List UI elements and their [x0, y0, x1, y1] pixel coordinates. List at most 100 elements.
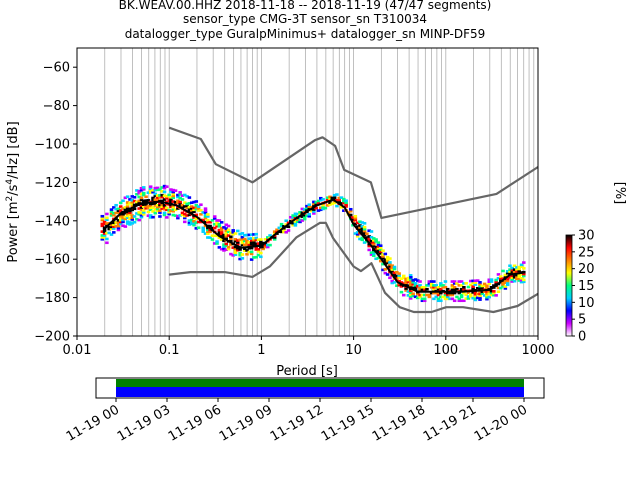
density-cell	[151, 189, 155, 192]
x-tick-label: 1	[257, 343, 265, 358]
density-cell	[222, 249, 226, 252]
density-cell	[325, 204, 330, 207]
density-cell	[105, 212, 109, 216]
density-cell	[395, 270, 399, 274]
density-cell	[208, 230, 212, 234]
density-cell	[279, 226, 284, 230]
density-cell	[135, 202, 139, 206]
density-cell	[130, 202, 135, 206]
density-cell	[464, 293, 468, 297]
density-cell	[167, 208, 171, 212]
density-cell	[242, 243, 247, 247]
density-cell	[201, 226, 205, 230]
density-cell	[381, 268, 385, 272]
density-cell	[176, 193, 180, 197]
density-cell	[298, 212, 302, 216]
density-cell	[178, 202, 182, 206]
density-cell	[480, 284, 485, 288]
density-cell	[406, 290, 411, 293]
density-cell	[376, 256, 381, 260]
density-cell	[261, 247, 265, 251]
density-cell	[429, 282, 434, 285]
density-cell	[226, 224, 231, 228]
density-cell	[185, 206, 189, 210]
density-cell	[125, 201, 130, 204]
density-cell	[219, 238, 224, 241]
density-cell	[142, 211, 146, 214]
density-cell	[316, 199, 321, 203]
density-cell	[109, 227, 114, 231]
density-cell	[206, 218, 210, 222]
density-cell	[158, 205, 162, 209]
density-cell	[187, 205, 192, 209]
density-cell	[408, 297, 413, 300]
density-cell	[487, 280, 491, 283]
density-cell	[378, 248, 383, 251]
density-cell	[222, 235, 226, 239]
density-cell	[208, 228, 212, 232]
density-cell	[206, 230, 210, 234]
density-cell	[217, 232, 222, 236]
title-line-1: BK.WEAV.00.HHZ 2018-11-18 -- 2018-11-19 …	[118, 0, 492, 12]
x-axis: 0.01 0.1 1 10 100 1000	[63, 336, 555, 358]
density-cell	[404, 283, 408, 286]
density-cell	[215, 222, 219, 226]
density-cell	[162, 190, 167, 194]
density-cell	[515, 273, 519, 277]
density-cell	[130, 216, 135, 219]
density-cell	[353, 214, 358, 218]
density-cell	[512, 274, 517, 277]
density-cell	[427, 282, 432, 285]
density-cell	[240, 241, 245, 245]
density-cell	[240, 237, 245, 241]
density-cell	[439, 299, 443, 303]
density-cell	[153, 192, 158, 196]
density-cell	[319, 206, 323, 210]
density-cell	[365, 236, 369, 239]
density-cell	[226, 230, 231, 234]
density-cell	[427, 280, 432, 283]
density-cell	[485, 297, 489, 301]
density-cell	[312, 200, 316, 204]
density-cell	[462, 287, 466, 291]
density-cell	[515, 269, 519, 273]
density-cell	[229, 252, 233, 256]
density-cell	[413, 282, 418, 285]
density-cell	[494, 280, 498, 284]
density-cell	[353, 222, 358, 226]
density-cell	[116, 209, 121, 213]
density-cell	[408, 295, 413, 298]
density-cell	[249, 250, 254, 254]
density-cell	[100, 234, 105, 237]
density-cell	[247, 243, 252, 246]
density-cell	[231, 254, 235, 257]
density-cell	[473, 283, 478, 286]
density-cell	[155, 207, 160, 211]
density-cell	[203, 211, 208, 214]
density-cell	[176, 195, 180, 199]
density-cell	[160, 195, 164, 199]
density-cell	[229, 231, 233, 235]
density-cell	[259, 245, 263, 249]
density-cell	[480, 292, 485, 295]
density-cell	[224, 234, 229, 238]
density-cell	[445, 287, 450, 291]
density-cell	[422, 299, 427, 303]
density-cell	[302, 213, 307, 217]
density-cell	[335, 204, 339, 208]
density-cell	[142, 193, 146, 197]
density-cell	[160, 190, 164, 193]
density-cell	[418, 284, 422, 287]
density-cell	[385, 261, 390, 265]
density-cell	[392, 281, 397, 284]
density-cell	[130, 214, 135, 217]
density-cell	[478, 294, 482, 298]
density-cell	[441, 295, 445, 299]
density-cell	[443, 280, 448, 283]
density-cell	[212, 234, 217, 238]
density-cell	[362, 229, 367, 233]
density-cell	[344, 199, 348, 203]
density-cell	[233, 247, 238, 251]
density-cell	[180, 205, 185, 209]
